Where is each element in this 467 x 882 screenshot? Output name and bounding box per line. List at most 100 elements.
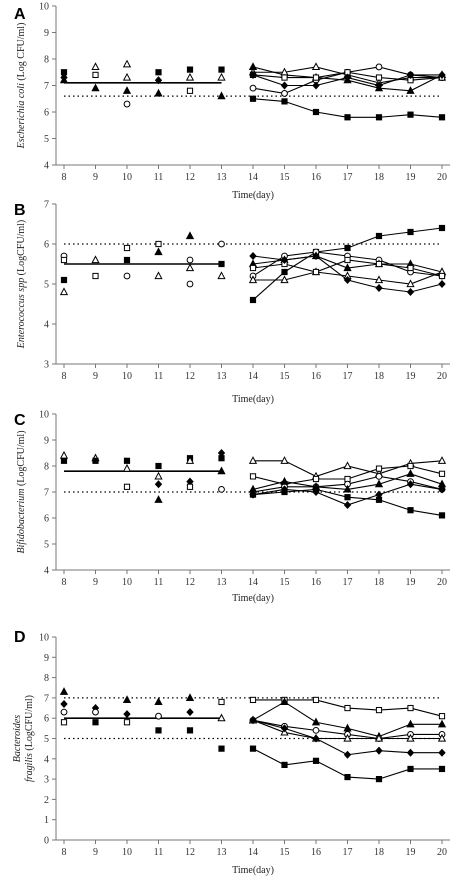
data-point <box>217 72 226 81</box>
series-point <box>407 228 414 236</box>
x-tick-label: 13 <box>217 172 227 183</box>
series-point <box>249 745 257 752</box>
y-tick-label: 6 <box>44 514 49 525</box>
series-6 <box>249 745 446 783</box>
series-point <box>280 485 289 494</box>
data-point <box>218 698 225 706</box>
y-tick-label: 7 <box>44 200 49 211</box>
series-point <box>437 719 447 728</box>
series-point <box>406 719 415 728</box>
y-tick-label: 0 <box>44 836 49 847</box>
series-point <box>344 114 351 121</box>
x-tick-label: 15 <box>280 847 290 858</box>
x-tick-label: 16 <box>311 577 321 588</box>
data-point <box>155 712 162 720</box>
y-tick-label: 8 <box>44 462 49 473</box>
series-point <box>375 63 383 71</box>
series-point <box>312 487 320 497</box>
data-point <box>59 287 69 296</box>
data-point <box>59 450 69 459</box>
series-point <box>343 461 352 470</box>
series-point <box>344 773 351 781</box>
series-point <box>438 279 446 289</box>
series-point <box>249 490 257 499</box>
baseline-points <box>59 231 226 296</box>
series-point <box>281 98 288 105</box>
data-point <box>123 719 131 726</box>
x-tick-label: 15 <box>280 371 290 382</box>
series-point <box>375 260 383 268</box>
x-tick-label: 14 <box>248 847 258 858</box>
y-tick-label: 7 <box>44 488 49 499</box>
x-tick-label: 18 <box>374 172 384 183</box>
data-point <box>60 719 68 726</box>
y-axis-title: Enterococcus spp (LogCFU/ml) <box>16 220 27 350</box>
y-tick-label: 6 <box>44 240 49 251</box>
data-point <box>186 256 194 264</box>
series-point <box>406 748 415 757</box>
x-tick-label: 12 <box>185 577 195 588</box>
data-point <box>92 719 99 726</box>
x-tick-label: 8 <box>62 847 67 858</box>
data-point <box>122 59 132 68</box>
x-tick-label: 17 <box>343 847 353 858</box>
data-point <box>154 495 163 503</box>
data-point <box>218 486 225 493</box>
series-point <box>248 275 258 284</box>
series-1 <box>249 95 446 121</box>
series-point <box>437 733 447 742</box>
data-point <box>218 66 225 73</box>
x-tick-label: 15 <box>280 172 290 183</box>
series-point <box>249 716 257 725</box>
data-point <box>186 727 194 734</box>
series-point <box>438 70 446 79</box>
y-tick-label: 4 <box>44 320 49 331</box>
series-point <box>375 465 383 472</box>
x-axis-title: Time(day) <box>232 865 274 876</box>
data-point <box>217 91 226 100</box>
series-point <box>249 296 257 304</box>
data-point <box>217 713 226 722</box>
data-point <box>154 271 163 280</box>
x-tick-label: 9 <box>93 847 98 858</box>
series-1 <box>249 696 446 720</box>
series-point <box>406 469 415 477</box>
data-point <box>123 100 131 108</box>
series-point <box>438 470 446 477</box>
series-point <box>281 268 288 276</box>
x-tick-label: 17 <box>343 577 353 588</box>
series-point <box>312 475 320 483</box>
series-point <box>375 473 383 480</box>
x-tick-label: 17 <box>343 172 353 183</box>
data-point <box>59 75 69 84</box>
y-tick-label: 9 <box>44 28 49 39</box>
series-point <box>248 456 258 464</box>
series-point <box>438 748 446 757</box>
series-point <box>343 750 352 759</box>
x-tick-label: 18 <box>374 577 384 588</box>
series-point <box>344 704 351 712</box>
x-tick-label: 16 <box>311 847 321 858</box>
x-tick-label: 20 <box>437 371 447 382</box>
y-tick-label: 2 <box>44 795 49 806</box>
data-point <box>185 72 195 81</box>
y-tick-label: 6 <box>44 714 49 725</box>
x-tick-label: 9 <box>93 172 98 183</box>
series-point <box>343 500 352 510</box>
series-point <box>407 507 414 514</box>
x-tick-label: 12 <box>185 172 195 183</box>
series-point <box>375 114 383 121</box>
panel-letter: D <box>14 629 26 646</box>
data-point <box>218 745 225 752</box>
baseline-points <box>59 59 226 108</box>
x-tick-label: 19 <box>406 847 416 858</box>
series-point <box>407 264 414 272</box>
data-point <box>186 66 194 73</box>
data-point <box>92 71 99 79</box>
data-point <box>123 272 131 280</box>
panel-letter: A <box>14 6 26 23</box>
y-tick-label: 7 <box>44 81 49 92</box>
y-tick-label: 10 <box>39 2 49 13</box>
series-point <box>343 275 352 285</box>
series-point <box>375 706 383 714</box>
